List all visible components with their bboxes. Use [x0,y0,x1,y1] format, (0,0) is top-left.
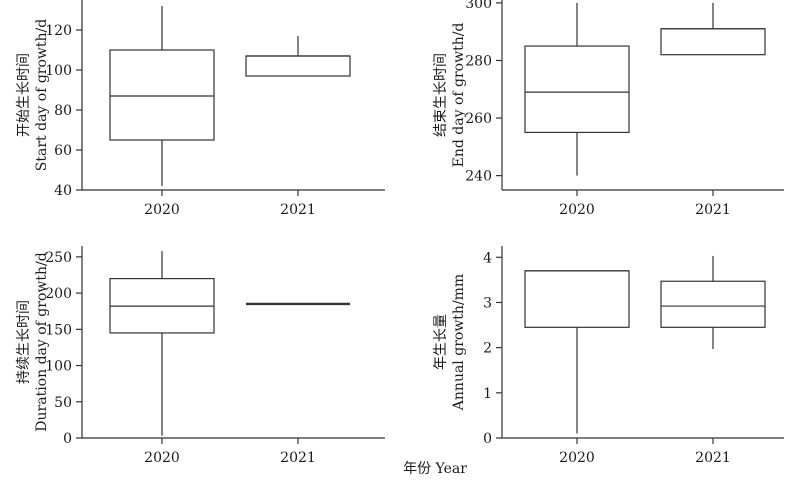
y-tick-label: 150 [45,322,72,338]
y-tick-label: 2 [483,341,492,357]
box-iqr [660,280,766,328]
y-axis-title-en: Annual growth/mm [451,274,467,411]
y-tick-label: 3 [483,295,492,311]
y-axis-title: 结束生长时间 End day of growth/d [433,23,467,168]
box-2020 [524,2,630,176]
y-tick-label: 120 [45,23,72,39]
y-tick-label: 260 [465,111,492,127]
y-tick-label: 60 [54,143,72,159]
y-axis-title: 持续生长时间 Duration day of growth/d [15,252,50,431]
y-tick-label: 50 [54,395,72,411]
y-tick-label: 40 [54,183,72,199]
box-iqr [524,45,630,134]
x-tick-label: 2021 [280,202,316,218]
x-tick-label: 2020 [144,450,180,466]
chart-panel-1: 40 60 80 100 120 2020 2021 开始生长时间 Start day of g… [16,0,385,218]
box-iqr [660,28,766,56]
x-axis-title: 年份 Year [403,461,467,477]
y-tick-label: 0 [63,431,72,447]
y-tick-label: 250 [45,250,72,266]
y-axis-title-cn: 年生长量 [433,314,449,370]
y-axis-title-en: End day of growth/d [451,23,467,168]
y-axis-title-cn: 结束生长时间 [433,53,449,137]
x-tick-label: 2020 [559,202,595,218]
x-tick-label: 2020 [144,202,180,218]
y-tick-label: 240 [465,169,492,185]
x-tick-label: 2020 [559,450,595,466]
x-tick-label: 2021 [695,202,731,218]
y-tick-label: 80 [54,103,72,119]
y-axis-title: 开始生长时间 Start day of growth/d [16,19,50,171]
y-tick-label: 300 [465,0,492,12]
y-axis-title: 年生长量 Annual growth/mm [433,274,467,411]
y-tick-label: 100 [45,63,72,79]
y-tick-label: 4 [483,250,492,266]
y-axis-title-cn: 持续生长时间 [15,300,32,384]
box-2021 [660,2,766,56]
y-axis-title-en: Start day of growth/d [34,19,50,171]
box-2021 [660,255,766,350]
box-2021 [245,36,351,77]
box-2020 [109,6,215,186]
box-iqr [109,49,215,141]
box-iqr [524,270,630,328]
y-tick-label: 100 [45,359,72,375]
y-tick-label: 1 [483,386,492,402]
x-tick-label: 2021 [280,450,316,466]
y-tick-label: 200 [45,286,72,302]
y-axis-title-cn: 开始生长时间 [16,53,32,137]
y-tick-label: 280 [465,53,492,69]
chart-panel-2: 240 260 280 300 2020 2021 结束生长时间 End day of gro… [433,0,784,218]
y-tick-label: 0 [483,431,492,447]
box-2020 [109,251,215,436]
chart-panel-3: 0 50 100 150 200 250 2020 2021 持续生长时间 Duration da… [15,246,385,466]
x-tick-label: 2021 [695,450,731,466]
box-2020 [524,270,630,434]
chart-panel-4: 0 1 2 3 4 2020 2021 年生长量 Annual growth/mm [433,246,784,466]
y-axis-title-en: Duration day of growth/d [34,252,50,431]
box-iqr [245,55,351,77]
